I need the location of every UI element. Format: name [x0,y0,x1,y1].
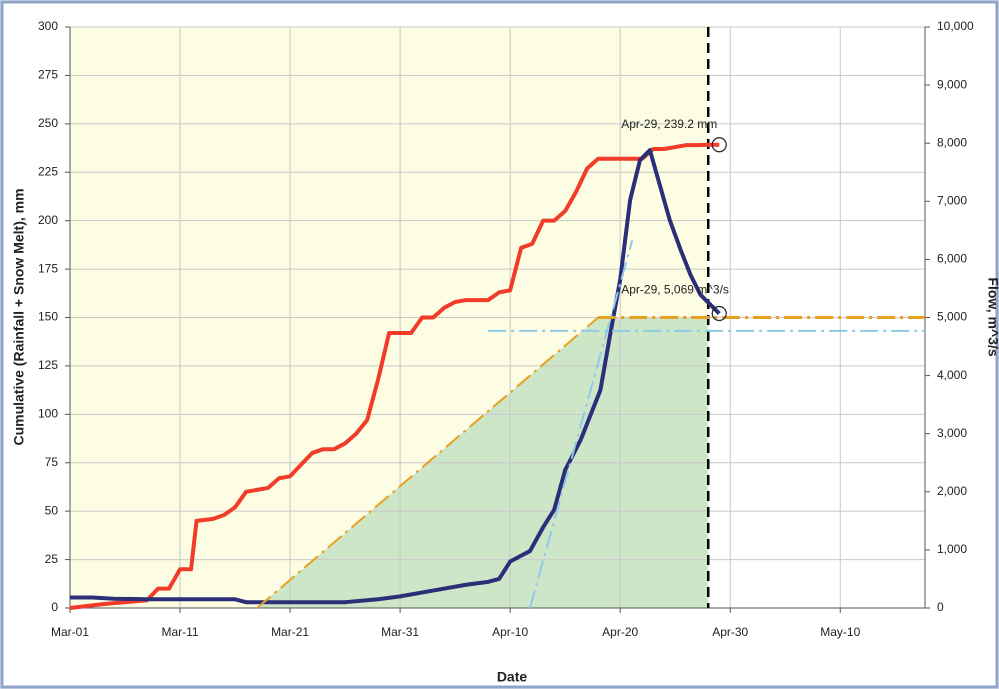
series-line [69,142,720,610]
annotation-label: Apr-29, 5,069 m^3/s [621,283,729,297]
y-tick-label: 200 [38,213,58,227]
y-tick-label: 300 [38,19,58,33]
y-tick-label: 175 [38,261,58,275]
annotation-marker [711,305,727,322]
y-tick-label: 125 [38,358,58,372]
y2-tick-label: 3,000 [937,426,967,440]
y2-axis-title: Flow, m^3/s [985,277,999,356]
y2-tick-label: 10,000 [937,19,974,33]
x-tick-label: Mar-21 [271,625,309,639]
x-tick-label: Mar-01 [51,625,89,639]
y2-tick-label: 5,000 [937,310,967,324]
y-tick-label: 0 [51,600,58,614]
y2-tick-label: 4,000 [937,368,967,382]
series-line [528,239,634,609]
annotation-label: Apr-29, 239.2 mm [621,117,717,131]
y2-tick-label: 9,000 [937,77,967,91]
y2-tick-label: 7,000 [937,193,967,207]
y-tick-label: 150 [38,310,58,324]
x-tick-label: Apr-20 [602,625,638,639]
y2-tick-label: 2,000 [937,484,967,498]
y2-tick-label: 6,000 [937,252,967,266]
annotation-marker [711,137,727,153]
x-tick-label: Apr-10 [492,625,528,639]
y-tick-label: 250 [38,116,58,130]
x-axis-title: Date [497,669,528,685]
y-tick-label: 275 [38,68,58,82]
x-tick-label: May-10 [820,625,860,639]
series-line [70,148,721,605]
y-tick-label: 25 [45,552,59,566]
y-tick-label: 225 [38,164,58,178]
x-tick-label: Apr-30 [712,625,748,639]
series-line [256,316,599,609]
y-tick-label: 100 [38,407,58,421]
x-tick-label: Mar-31 [381,625,419,639]
y2-tick-label: 0 [937,600,944,614]
y2-tick-label: 1,000 [937,542,967,556]
y-tick-label: 50 [45,503,59,517]
y2-tick-label: 8,000 [937,135,967,149]
x-tick-label: Mar-11 [161,625,198,639]
plot-area: Mar-01 Mar-11 Mar-21 Mar-31 Apr-10 Apr-20 Apr-… [38,19,974,639]
y-tick-label: 75 [45,455,59,469]
y-axis-title: Cumulative (Rainfall + Snow Melt), mm [11,188,27,445]
